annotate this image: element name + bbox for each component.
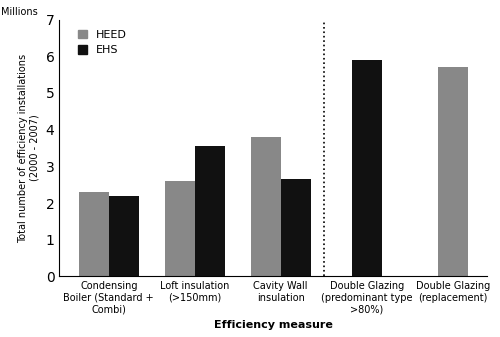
Bar (438, 67, 468, 276)
Y-axis label: Total number of efficiency installations
(2000 - 2007): Total number of efficiency installations… (18, 54, 40, 243)
Bar (280, 179, 311, 276)
Bar (195, 146, 225, 276)
Bar (109, 196, 139, 276)
Bar (352, 60, 382, 276)
Bar (78, 192, 109, 276)
Text: Millions: Millions (2, 7, 38, 17)
Bar (250, 137, 280, 276)
Bar (164, 181, 195, 276)
X-axis label: Efficiency measure: Efficiency measure (214, 320, 332, 330)
Legend: HEED, EHS: HEED, EHS (74, 25, 131, 60)
